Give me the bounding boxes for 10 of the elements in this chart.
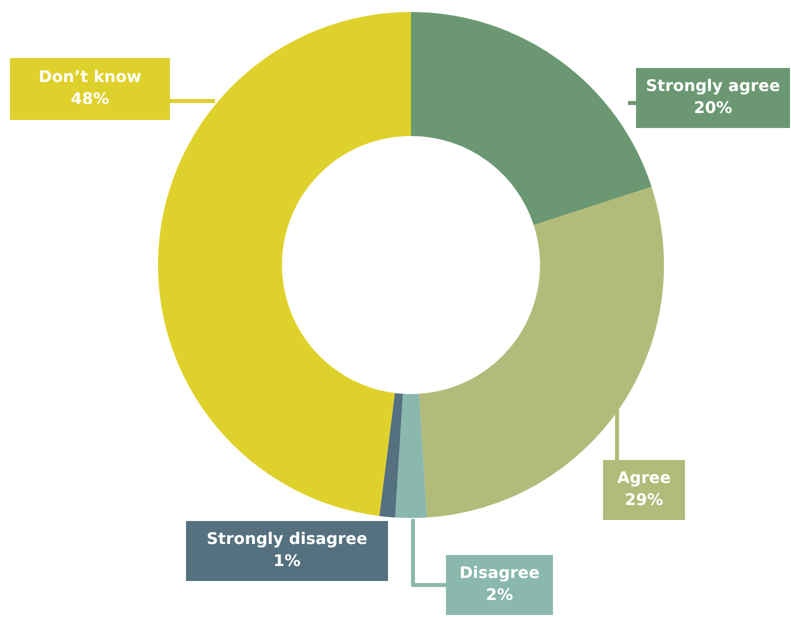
slice-label: Disagree [459,563,540,582]
data-label: 48% [70,89,110,108]
data-label: 1% [273,551,301,570]
slice-label: Agree [617,468,671,488]
data-label: 2% [486,585,514,604]
slice-label: Strongly agree [646,76,780,96]
slice-label: Strongly disagree [206,529,368,548]
data-label: 20% [694,98,732,118]
data-label: 29% [624,490,664,510]
slice-label: Don’t know [38,67,142,86]
